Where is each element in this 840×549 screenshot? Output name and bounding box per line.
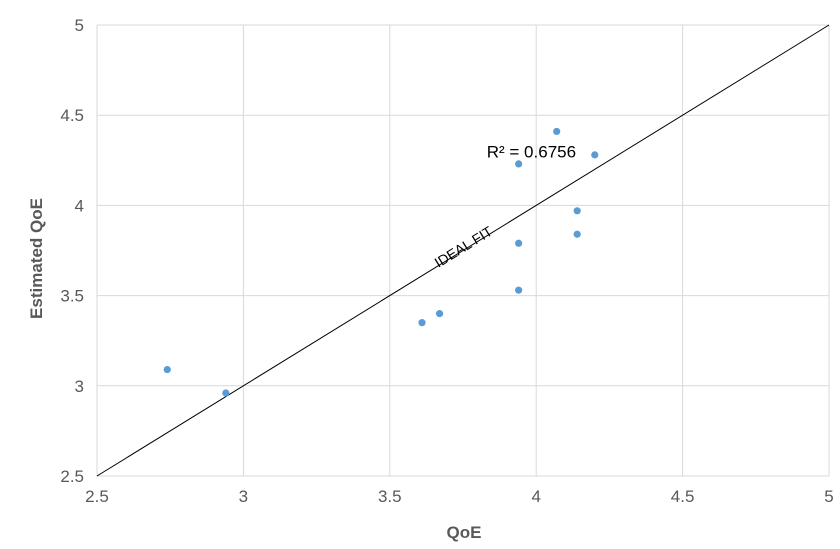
r-squared-annotation: R² = 0.6756 [487,142,576,161]
y-tick-label: 3 [75,377,84,396]
y-tick-label: 4 [75,196,84,215]
data-point [591,151,599,159]
x-tick-label: 2.5 [85,487,109,506]
data-point [515,160,523,168]
y-tick-label: 4.5 [60,106,84,125]
y-tick-label: 5 [75,16,84,35]
axis-layer: 2.5 3 3.5 4 4.5 5 2.5 3 3.5 4 4.5 5 [60,16,833,506]
data-point [435,310,444,318]
data-point [573,207,581,215]
x-tick-label: 3.5 [378,487,402,506]
y-tick-label: 2.5 [60,467,84,486]
points-layer [163,127,599,397]
y-axis-title: Estimated QoE [27,198,46,319]
data-point [418,319,426,327]
x-tick-label: 4 [531,487,540,506]
ideal-fit-line [96,24,830,477]
data-point [573,230,581,238]
data-point [515,239,523,247]
x-tick-label: 5 [824,487,833,506]
data-point [222,389,230,397]
y-tick-label: 3.5 [60,287,84,306]
data-point [515,286,523,294]
data-point [163,365,171,374]
data-point [553,127,561,136]
grid-layer [96,24,830,477]
x-axis-title: QoE [447,523,482,542]
x-tick-label: 4.5 [671,487,695,506]
x-tick-label: 3 [239,487,248,506]
